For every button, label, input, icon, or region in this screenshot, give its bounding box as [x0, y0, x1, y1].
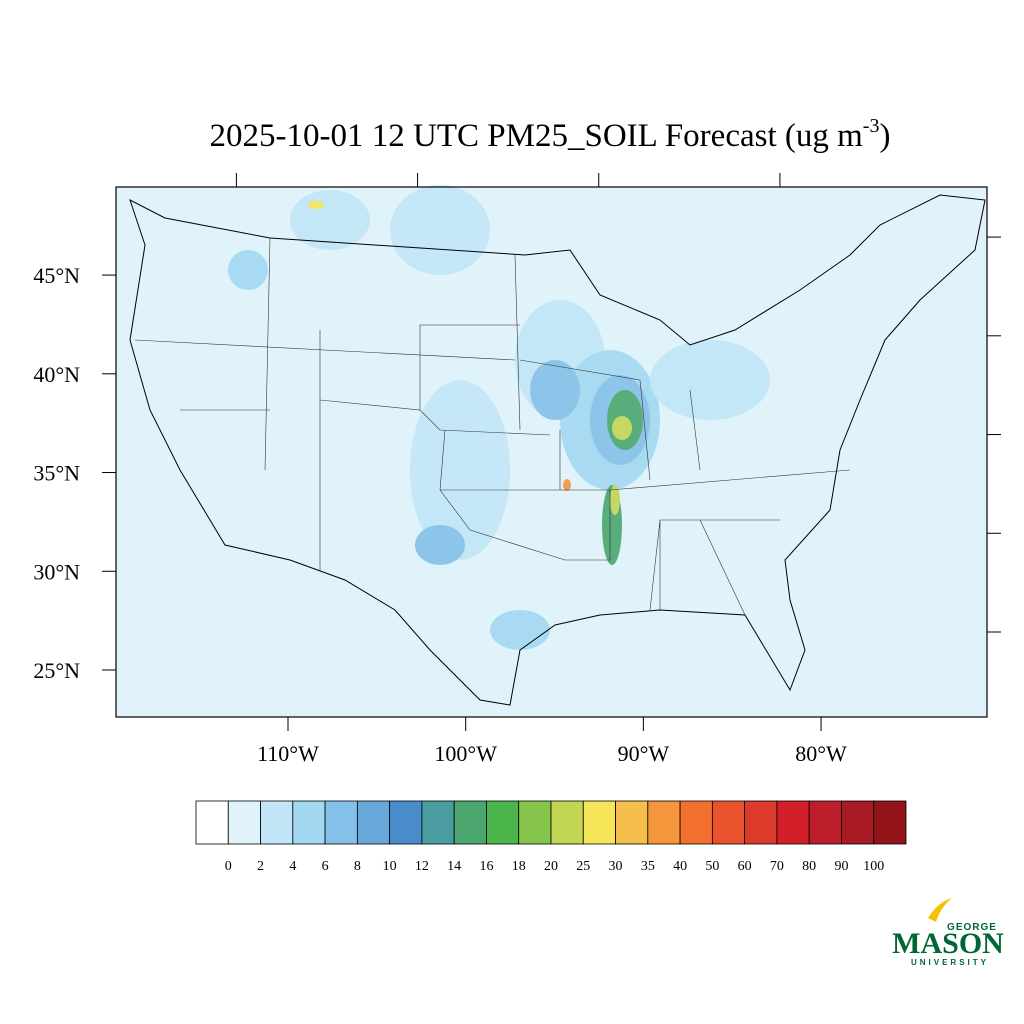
colorbar-label: 4 [289, 859, 296, 874]
colorbar-box [486, 800, 520, 845]
chart-title: 2025-10-01 12 UTC PM25_SOIL Forecast (ug… [210, 115, 891, 154]
colorbar-label: 18 [512, 859, 526, 874]
x-tick-label: 90°W [618, 741, 670, 766]
colorbar-label: 100 [863, 859, 884, 874]
title-end: ) [879, 118, 890, 154]
colorbar-label: 8 [354, 859, 361, 874]
colorbar-box [421, 800, 455, 845]
state-borders [134, 237, 851, 616]
map-frame [115, 186, 988, 718]
colorbar-box [227, 800, 261, 845]
logo: GEORGE MASON UNIVERSITY [892, 898, 1004, 967]
logo-bottom: UNIVERSITY [911, 958, 989, 967]
colorbar-box [453, 800, 487, 845]
coastline [129, 194, 986, 706]
colorbar-box [808, 800, 842, 845]
colorbar-label: 40 [673, 859, 687, 874]
colorbar-box [841, 800, 875, 845]
colorbar-label: 10 [383, 859, 397, 874]
colorbar-box [518, 800, 552, 845]
title-superscript: -3 [863, 115, 880, 137]
colorbar-label: 90 [834, 859, 848, 874]
colorbar-label: 70 [770, 859, 784, 874]
logo-leaf [928, 898, 952, 922]
colorbar-label: 80 [802, 859, 816, 874]
colorbar-box [260, 800, 294, 845]
colorbar-box [615, 800, 649, 845]
colorbar-box [356, 800, 391, 845]
colorbar-box [744, 800, 778, 845]
map [115, 185, 988, 718]
colorbar-box [324, 800, 358, 845]
colorbar-box [873, 800, 907, 845]
colorbar-label: 60 [738, 859, 752, 874]
colorbar-box [711, 800, 746, 845]
colorbar-label: 20 [544, 859, 558, 874]
colorbar-label: 50 [705, 859, 719, 874]
colorbar-label: 25 [576, 859, 590, 874]
y-tick-label: 45°N [33, 263, 80, 288]
colorbar-label: 35 [641, 859, 655, 874]
x-tick-label: 100°W [434, 741, 497, 766]
colorbar-label: 30 [609, 859, 623, 874]
colorbar-box [389, 800, 423, 845]
colorbar-label: 12 [415, 859, 429, 874]
colorbar-label: 2 [257, 859, 264, 874]
colorbar-box [550, 800, 584, 845]
logo-main: MASON [892, 927, 1004, 960]
colorbar-label: 14 [447, 859, 461, 874]
colorbar-box [195, 800, 229, 845]
colorbar-box [776, 800, 810, 845]
colorbar-box [292, 800, 326, 845]
logo-top: GEORGE [947, 922, 997, 933]
y-tick-label: 40°N [33, 362, 80, 387]
x-tick-label: 110°W [257, 741, 319, 766]
colorbar-box [582, 800, 616, 845]
y-tick-label: 30°N [33, 559, 80, 584]
colorbar-label: 6 [322, 859, 329, 874]
title-text: 2025-10-01 12 UTC PM25_SOIL Forecast (ug… [210, 118, 864, 154]
y-tick-label: 35°N [33, 461, 80, 486]
colorbar-label: 16 [479, 859, 493, 874]
field-blobs [228, 185, 770, 650]
colorbar-label: 0 [225, 859, 232, 874]
colorbar-box [647, 800, 681, 845]
y-tick-label: 25°N [33, 658, 80, 683]
x-tick-label: 80°W [795, 741, 847, 766]
colorbar-box [679, 800, 713, 845]
